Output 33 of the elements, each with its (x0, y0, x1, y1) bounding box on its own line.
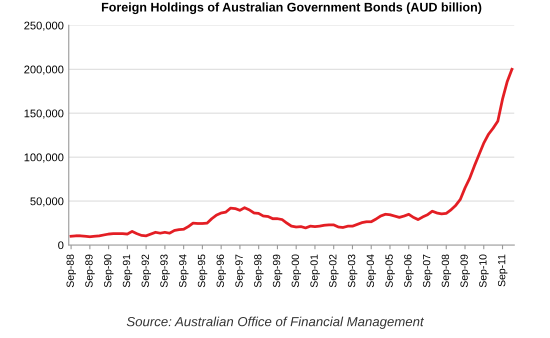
x-tick-label: Sep-08 (442, 254, 452, 288)
x-tick-label: Sep-02 (329, 254, 339, 288)
x-tick-label: Sep-98 (254, 254, 264, 288)
x-tick-label: Sep-09 (460, 254, 470, 288)
x-tick-label: Sep-07 (422, 254, 432, 288)
y-tick-label: 100,000 (24, 153, 64, 163)
source-note: Source: Australian Office of Financial Management (126, 316, 424, 329)
chart-title: Foreign Holdings of Australian Government Bonds (AUD billion) (102, 2, 482, 14)
x-tick-label: Sep-05 (385, 254, 395, 288)
x-tick-label: Sep-93 (160, 254, 170, 288)
y-tick-label: 0 (58, 241, 64, 250)
y-tick-label: 250,000 (24, 22, 64, 31)
x-tick-label: Sep-96 (216, 254, 226, 288)
y-tick-label: 200,000 (24, 66, 64, 75)
x-tick-label: Sep-11 (498, 254, 508, 286)
x-tick-label: Sep-01 (310, 254, 320, 288)
y-tick-label: 50,000 (30, 197, 64, 207)
x-tick-label: Sep-10 (479, 254, 489, 288)
x-tick-label: Sep-94 (179, 254, 188, 288)
x-tick-label: Sep-92 (142, 254, 151, 288)
x-tick-label: Sep-03 (348, 254, 358, 288)
line-series (70, 68, 514, 238)
y-tick-label: 150,000 (24, 109, 64, 119)
x-tick-label: Sep-95 (198, 254, 208, 288)
x-tick-label: Sep-97 (235, 254, 245, 288)
x-tick-label: Sep-91 (122, 254, 132, 288)
x-tick-label: Sep-04 (366, 254, 376, 288)
x-tick-label: Sep-90 (104, 254, 114, 288)
x-tick-label: Sep-89 (85, 254, 95, 288)
x-tick-label: Sep-99 (272, 254, 282, 288)
x-tick-label: Sep-00 (292, 254, 302, 288)
x-tick-label: Sep-06 (404, 254, 414, 288)
x-tick-label: Sep-88 (66, 254, 76, 288)
